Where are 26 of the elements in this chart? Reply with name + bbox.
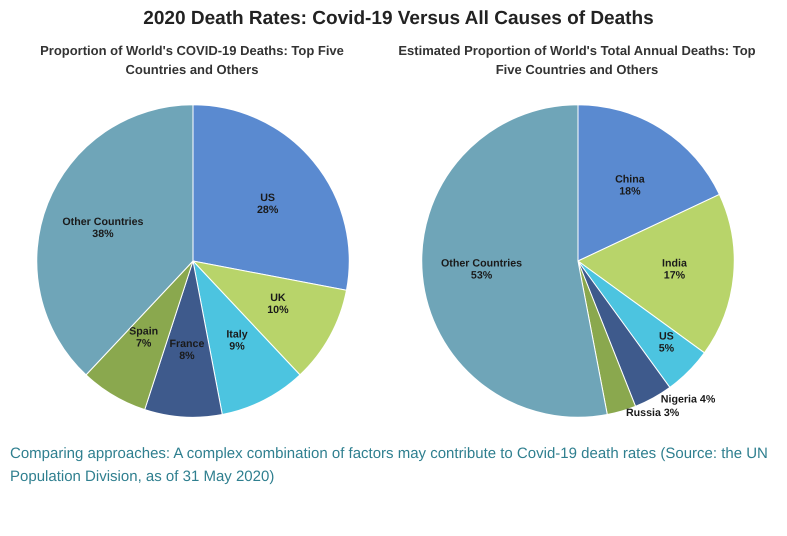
slice-label: US — [658, 330, 674, 342]
slice-label: India — [662, 258, 687, 270]
data-label: 5% — [658, 342, 675, 354]
text: 2020 Death Rates: Covid-19 Versus All Causes of Deaths — [143, 7, 654, 31]
chart-subtitle: Proportion of World's COVID-19 Deaths: Top Five Countries and Others — [39, 42, 345, 79]
data-label: 9% — [229, 340, 246, 353]
slice-label: Other Countries — [441, 258, 522, 270]
data-label: 38% — [92, 228, 114, 240]
slice-label: Italy — [226, 328, 248, 341]
slice-label: US — [260, 192, 276, 204]
data-label: 8% — [179, 350, 196, 362]
data-label: 53% — [470, 270, 493, 282]
slice-label: Spain — [129, 326, 158, 338]
slice-label: Nigeria 4% — [660, 394, 716, 406]
data-label: 10% — [267, 304, 290, 316]
slice-label: China — [615, 174, 645, 186]
slice-label: Other Countries — [62, 216, 144, 228]
slice-label: Russia 3% — [626, 406, 680, 419]
data-label: 18% — [619, 186, 642, 198]
data-label: 17% — [664, 270, 686, 282]
data-label: 7% — [136, 338, 152, 350]
text: Comparing approaches: A complex combination of factors may contribute to Covid-19 death rates (Source: the UN Population Division, as of 31 May 2020) — [10, 444, 769, 487]
slice-label: UK — [270, 292, 286, 304]
data-label: 28% — [256, 204, 279, 216]
slice-label: France — [169, 338, 204, 350]
chart-subtitle: Estimated Proportion of World's Total Annual Deaths: Top Five Countries and Others — [397, 42, 757, 79]
